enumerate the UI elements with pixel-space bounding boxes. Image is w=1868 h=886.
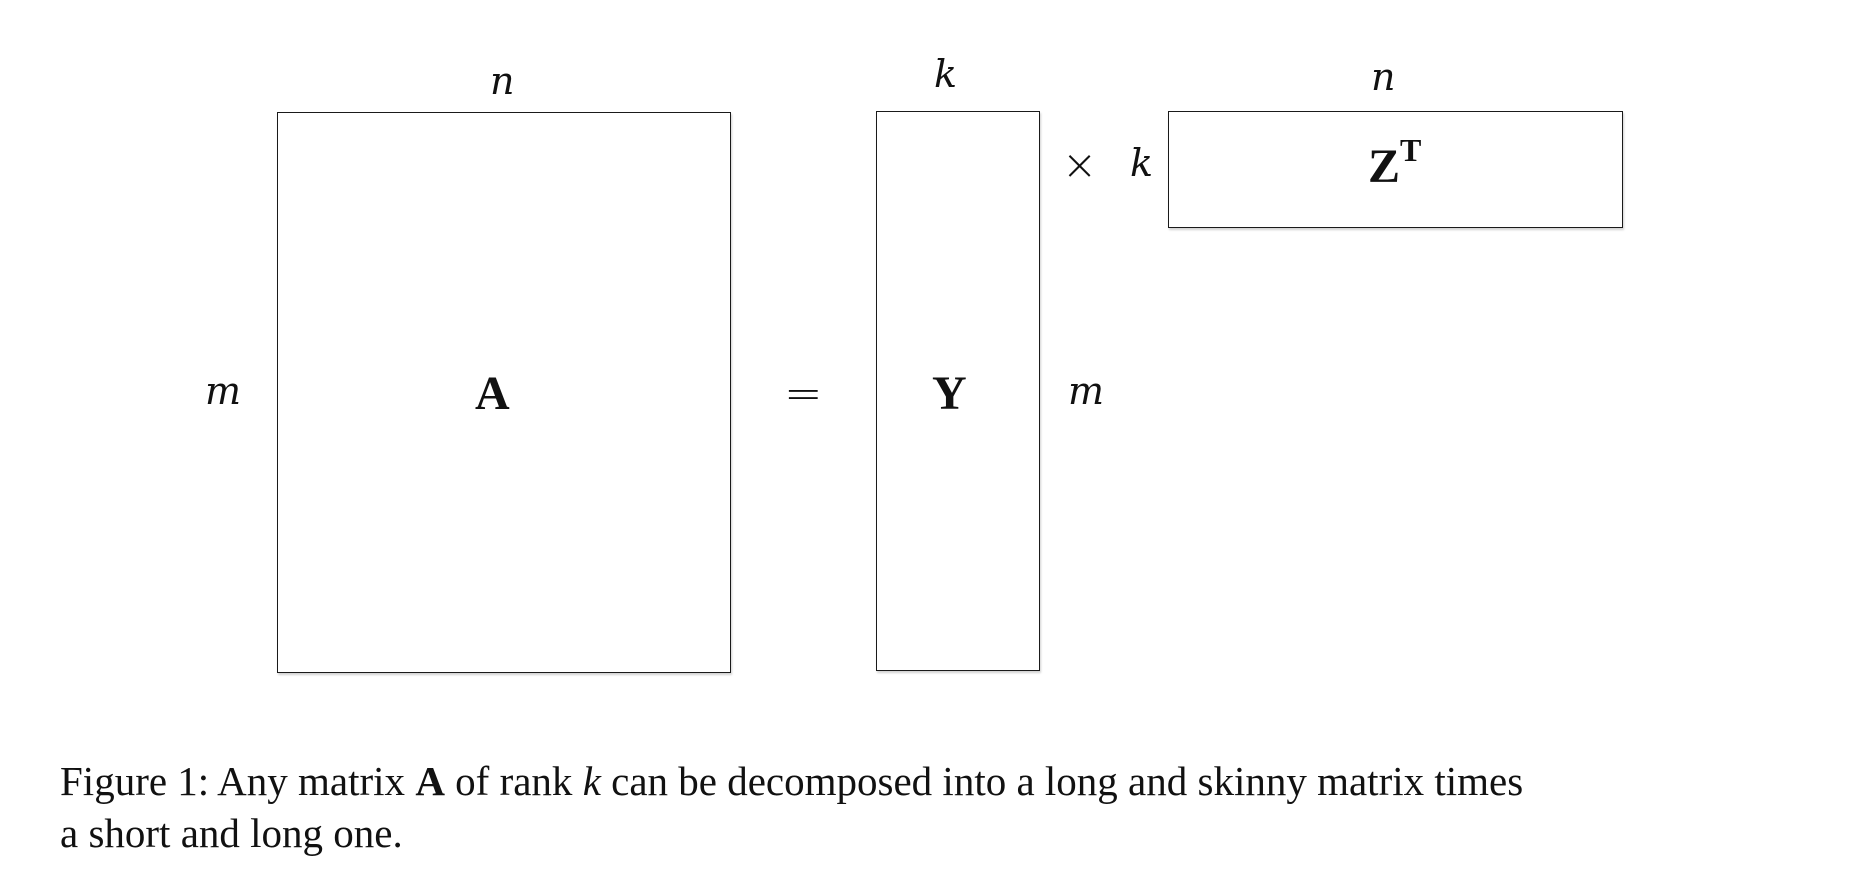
caption-text-2: of rank [444,758,583,804]
dim-zt-cols: n [1371,55,1396,99]
dim-a-rows: m [205,369,242,413]
matrix-a-label: A [475,367,510,420]
times-sign: × [1062,140,1098,189]
dim-a-cols: n [490,59,515,103]
matrix-y-label: Y [932,367,967,420]
dim-zt-rows: k [1130,141,1154,185]
matrix-y-box [876,111,1040,671]
caption-text-1: Figure 1: Any matrix [60,758,416,804]
equals-sign: = [784,366,823,420]
dim-y-rows: m [1068,369,1105,413]
matrix-zt-label: ZT [1368,134,1421,193]
caption-line-2: a short and long one. [60,810,403,856]
matrix-zt-box [1168,111,1623,228]
caption-line-1: Figure 1: Any matrix A of rank k can be … [60,755,1780,807]
matrix-zt-label-sup: T [1400,132,1422,168]
matrix-zt-label-base: Z [1368,140,1401,193]
matrix-a-box [277,112,731,673]
caption-text-3: can be decomposed into a long and skinny… [600,758,1524,804]
figure-caption: Figure 1: Any matrix A of rank k can be … [60,755,1780,859]
caption-matrix-symbol: A [415,758,445,804]
caption-rank-symbol: k [582,758,601,804]
dim-y-cols: k [934,52,958,96]
